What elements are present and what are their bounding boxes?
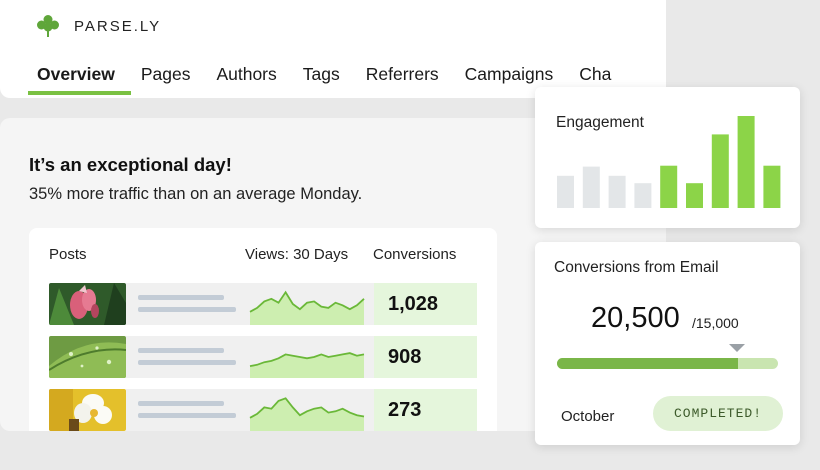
engagement-bar [711,134,729,208]
views-column-header[interactable]: Views: 30 Days [245,246,349,263]
pink-flower-photo [49,283,126,325]
engagement-bar [634,183,652,208]
engagement-title: Engagement [556,114,644,131]
completed-badge[interactable]: COMPLETED! [653,396,783,431]
highlight-subtitle: 35% more traffic than on an average Mond… [29,185,363,203]
conversion-value: 20,500 [591,302,680,334]
conversion-month: October [561,408,615,425]
tab-pages[interactable]: Pages [140,64,191,84]
engagement-bar [557,175,574,208]
white-orchid-photo [49,389,126,431]
sparkline-line [249,397,365,419]
conversion-progress-fill [557,358,739,369]
views-sparkline [246,336,374,378]
table-row[interactable]: 273 [49,389,477,431]
sparkline-line [249,290,365,313]
views-sparkline [246,283,374,325]
engagement-bar [686,183,703,208]
views-sparkline [246,389,374,431]
brand-name: PARSE.LY [74,17,162,35]
conversion-goal: /15,000 [692,315,739,331]
sparkline-line [249,352,365,367]
conversions-value: 1,028 [374,283,477,325]
engagement-card: Engagement [535,87,800,228]
top-navigation-card: PARSE.LY Overview Pages Authors Tags Referre… [0,0,666,98]
sparkline-area [250,398,364,431]
table-row[interactable]: 1,028 [49,283,477,325]
conversions-value: 908 [374,336,477,378]
table-row[interactable]: 908 [49,336,477,378]
conversions-value: 273 [374,389,477,431]
engagement-bar-chart [557,116,781,208]
tab-overview[interactable]: Overview [28,50,131,95]
tab-authors[interactable]: Authors [216,64,277,84]
posts-table: Posts Views: 30 Days Conversions 1,028 90… [29,228,497,431]
engagement-bar [608,175,626,208]
tab-campaigns[interactable]: Campaigns [464,64,554,84]
green-leaf-photo [49,336,126,378]
nav-tabs: Overview Pages Authors Tags Referrers Campaig… [28,50,628,95]
tab-referrers[interactable]: Referrers [365,64,439,84]
email-conversions-title: Conversions from Email [554,259,719,276]
posts-column-header: Posts [49,246,87,263]
tab-cha[interactable]: Cha [579,64,612,84]
conversions-column-header[interactable]: Conversions [373,246,457,263]
engagement-bar [660,165,678,208]
engagement-bar [737,116,755,208]
email-conversions-card: Conversions from Email 20,500 /15,000 Oc… [535,242,800,445]
parsely-leaf-icon [37,15,59,37]
conversion-progress-bar [557,358,778,369]
sparkline-area [250,292,364,325]
highlight-title: It’s an exceptional day! [29,154,232,175]
engagement-bar [582,166,600,208]
tab-tags[interactable]: Tags [302,64,340,84]
goal-marker-icon [729,344,745,352]
sparkline-area [250,353,364,378]
brand[interactable]: PARSE.LY [36,14,161,38]
engagement-bar [763,165,781,208]
